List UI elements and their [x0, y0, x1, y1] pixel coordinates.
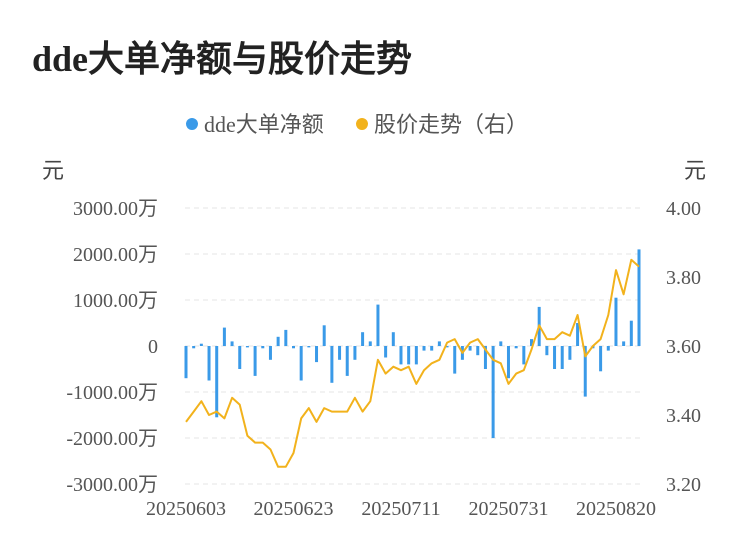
bar [514, 346, 518, 349]
bar [399, 346, 403, 365]
right-tick-label: 3.80 [666, 267, 701, 289]
bar [491, 346, 495, 438]
bar [599, 346, 603, 372]
legend-marker-bar [186, 118, 198, 130]
right-axis-unit: 元 [684, 158, 706, 183]
bar [576, 323, 580, 346]
bar [230, 341, 234, 346]
bar [261, 346, 265, 349]
bar-series [184, 249, 641, 438]
bar [291, 346, 295, 349]
bar [238, 346, 242, 369]
bar [614, 297, 618, 346]
x-tick-label: 20250623 [253, 498, 333, 520]
right-tick-label: 3.60 [666, 336, 701, 358]
bar [422, 346, 426, 351]
legend-label-line: 股价走势（右） [374, 112, 528, 137]
bar [606, 346, 610, 351]
left-tick-label: -3000.00万 [66, 474, 158, 496]
price-line [185, 258, 640, 468]
left-tick-label: 0 [148, 336, 158, 358]
bar [453, 346, 457, 374]
x-tick-label: 20250711 [361, 498, 440, 520]
bar [583, 346, 587, 397]
bar [622, 341, 626, 346]
bar [522, 346, 526, 365]
bar [468, 346, 472, 351]
bar [207, 346, 211, 381]
bar [407, 346, 411, 365]
bar [553, 346, 557, 369]
bar [276, 336, 280, 346]
right-axis: 4.00 3.80 3.60 3.40 3.20 [666, 198, 701, 496]
bar [391, 332, 395, 346]
bar [545, 346, 549, 356]
right-tick-label: 3.20 [666, 474, 701, 496]
bar [330, 346, 334, 383]
bar [560, 346, 564, 369]
bar [384, 346, 388, 358]
bar [353, 346, 357, 360]
bar [476, 346, 480, 356]
left-tick-label: 1000.00万 [73, 290, 158, 312]
x-tick-label: 20250731 [468, 498, 548, 520]
legend-marker-line [356, 118, 368, 130]
bar [315, 346, 319, 363]
bar [245, 346, 249, 348]
bar [284, 329, 288, 346]
x-axis: 20250603 20250623 20250711 20250731 20250820 [146, 498, 656, 520]
bar [530, 339, 534, 346]
bar [222, 327, 226, 346]
right-tick-label: 3.40 [666, 405, 701, 427]
legend-label-bar: dde大单净额 [204, 112, 324, 137]
bar [199, 343, 203, 346]
bar [268, 346, 272, 360]
left-tick-label: -1000.00万 [66, 382, 158, 404]
bar [368, 341, 372, 346]
bar [192, 346, 196, 349]
x-tick-label: 20250603 [146, 498, 226, 520]
bar [361, 332, 365, 346]
bar [345, 346, 349, 376]
gridlines [185, 207, 640, 485]
right-tick-label: 4.00 [666, 198, 701, 220]
left-tick-label: 3000.00万 [73, 198, 158, 220]
bar [253, 346, 257, 376]
bar [376, 304, 380, 346]
bar [499, 341, 503, 346]
legend[interactable]: dde大单净额 股价走势（右） [186, 112, 528, 137]
page-title: dde大单净额与股价走势 [32, 39, 413, 79]
bar [568, 346, 572, 360]
bar [299, 346, 303, 381]
bar [637, 249, 641, 346]
bar [322, 325, 326, 346]
x-tick-label: 20250820 [576, 498, 656, 520]
left-tick-label: -2000.00万 [66, 428, 158, 450]
bar [184, 346, 188, 379]
bar [437, 341, 441, 346]
left-tick-label: 2000.00万 [73, 244, 158, 266]
bar [629, 320, 633, 346]
left-axis: 3000.00万 2000.00万 1000.00万 0 -1000.00万 -2000.… [66, 198, 158, 496]
bar [307, 346, 311, 348]
bar [430, 346, 434, 351]
bar [483, 346, 487, 369]
bar [506, 346, 510, 379]
bar [445, 346, 449, 348]
bar [338, 346, 342, 360]
bar [414, 346, 418, 365]
left-axis-unit: 元 [42, 158, 64, 183]
line-series [185, 258, 640, 468]
bar [215, 346, 219, 418]
